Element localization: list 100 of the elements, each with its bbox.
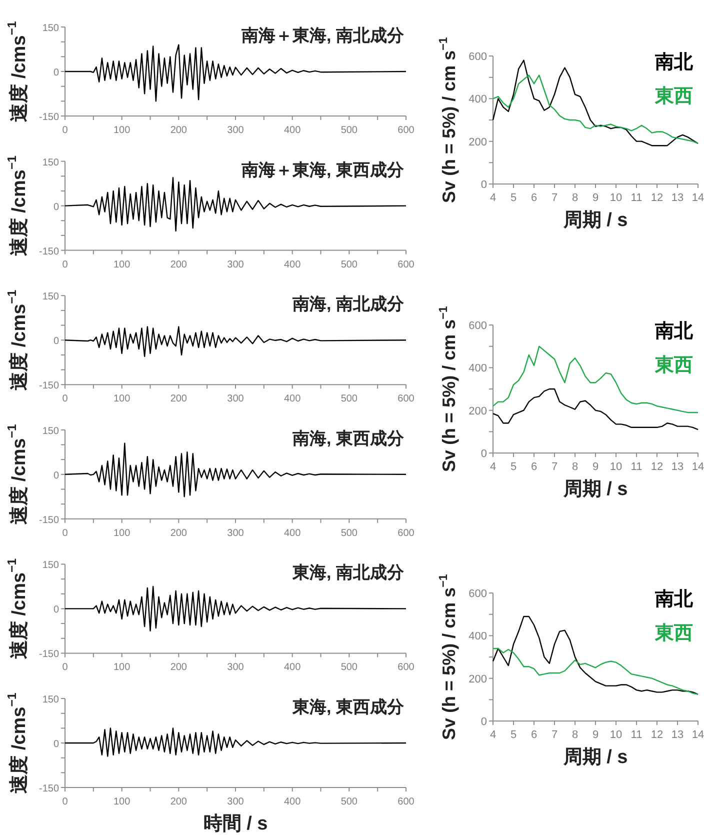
y-tick-label: 150 [42, 426, 60, 437]
x-tick-label: 7 [551, 192, 558, 204]
line-series [64, 44, 407, 102]
chart-title: 南海, 南北成分 [292, 294, 405, 314]
y-tick-label: 200 [468, 673, 487, 686]
x-tick-label: 14 [692, 192, 704, 204]
y-tick-label: 400 [468, 630, 487, 643]
y-tick-label: -150 [38, 112, 60, 123]
line-series [64, 728, 407, 757]
x-tick-label: 400 [284, 662, 302, 674]
x-tick-label: 6 [530, 729, 538, 741]
y-tick-label: 150 [42, 560, 60, 572]
x-tick-label: 500 [340, 662, 358, 674]
x-tick-label: 400 [284, 394, 302, 405]
x-tick-label: 5 [510, 729, 517, 741]
x-tick-label: 200 [170, 394, 188, 405]
y-tick-label: 0 [53, 68, 60, 78]
x-tick-label: 8 [572, 461, 578, 473]
x-tick-label: 6 [530, 192, 538, 204]
x-axis-title: 周期 / s [562, 210, 628, 231]
x-tick-label: 100 [113, 259, 131, 270]
x-tick-label: 500 [340, 125, 358, 136]
x-tick-label: 600 [398, 796, 415, 808]
chart-title: 東海, 東西成分 [292, 698, 405, 716]
chart-title: 東海, 南北成分 [292, 563, 405, 582]
line-series [492, 616, 699, 695]
y-tick-label: -150 [38, 649, 60, 660]
y-tick-label: -150 [38, 246, 60, 258]
x-tick-label: 600 [398, 662, 415, 674]
y-tick-label: -150 [38, 514, 60, 526]
x-tick-label: 600 [398, 528, 415, 539]
y-tick-label: 600 [468, 51, 487, 63]
x-tick-label: 300 [227, 394, 244, 405]
x-tick-label: 600 [398, 259, 415, 270]
x-tick-label: 500 [340, 394, 358, 405]
x-tick-label: 10 [610, 729, 622, 741]
x-tick-label: 7 [551, 461, 558, 473]
x-tick-label: 9 [592, 461, 599, 473]
x-tick-label: 500 [340, 259, 358, 270]
line-series [492, 648, 699, 695]
x-tick-label: 600 [398, 125, 415, 136]
y-tick-label: 0 [53, 336, 60, 348]
x-tick-label: 10 [610, 192, 622, 204]
line-series [492, 346, 699, 414]
y-tick-label: 600 [468, 588, 487, 600]
line-series [492, 74, 699, 144]
y-tick-label: 150 [42, 694, 60, 706]
x-tick-label: 500 [340, 528, 358, 539]
y-tick-label: 200 [468, 405, 487, 418]
x-tick-label: 4 [490, 192, 496, 204]
x-tick-label: 100 [113, 662, 131, 674]
x-tick-label: 300 [227, 125, 244, 136]
x-tick-label: 12 [650, 192, 664, 204]
series-label: 東西 [654, 85, 693, 107]
x-tick-label: 8 [572, 729, 578, 741]
y-tick-label: 0 [53, 470, 60, 482]
x-tick-label: 200 [170, 662, 188, 674]
x-tick-label: 5 [510, 461, 517, 473]
series-label: 東西 [654, 622, 693, 644]
x-tick-label: 100 [113, 125, 131, 136]
x-tick-label: 200 [170, 796, 188, 808]
x-tick-label: 200 [170, 259, 188, 270]
x-tick-label: 12 [650, 729, 664, 741]
chart-title: 南海＋東海, 南北成分 [240, 26, 405, 45]
y-tick-label: 400 [468, 94, 487, 106]
x-tick-label: 200 [170, 528, 188, 539]
text: 南北 [654, 320, 694, 342]
y-tick-label: 0 [480, 448, 487, 460]
x-tick-label: 14 [692, 729, 704, 741]
x-tick-label: 5 [510, 192, 517, 204]
chart-title: 南海, 東西成分 [292, 428, 405, 448]
x-tick-label: 300 [227, 259, 244, 270]
x-tick-label: 100 [113, 394, 131, 405]
y-tick-label: 150 [42, 157, 60, 168]
y-tick-label: 0 [53, 202, 60, 213]
x-tick-label: 400 [284, 125, 302, 136]
x-tick-label: 7 [551, 729, 558, 741]
x-tick-label: 0 [62, 125, 68, 136]
x-tick-label: 300 [227, 796, 244, 808]
x-tick-label: 11 [630, 192, 642, 204]
x-tick-label: 300 [227, 662, 244, 674]
x-tick-label: 100 [113, 528, 131, 539]
y-tick-label: 0 [53, 739, 60, 750]
x-tick-label: 6 [530, 461, 538, 473]
y-tick-label: 200 [468, 136, 487, 148]
x-tick-label: 13 [671, 461, 684, 473]
x-tick-label: 0 [62, 528, 68, 539]
x-tick-label: 12 [650, 461, 664, 473]
x-axis-title: 周期 / s [562, 747, 628, 768]
x-tick-label: 0 [62, 796, 68, 808]
x-tick-label: 500 [340, 796, 358, 808]
x-tick-label: 9 [592, 192, 599, 204]
chart-title: 南海＋東海, 東西成分 [240, 160, 405, 180]
line-series [64, 326, 407, 358]
text: 南北 [654, 588, 694, 610]
x-tick-label: 200 [170, 125, 188, 136]
y-tick-label: 150 [42, 23, 60, 34]
x-tick-label: 0 [62, 259, 68, 270]
x-tick-label: 300 [227, 528, 244, 539]
line-series [64, 586, 407, 632]
